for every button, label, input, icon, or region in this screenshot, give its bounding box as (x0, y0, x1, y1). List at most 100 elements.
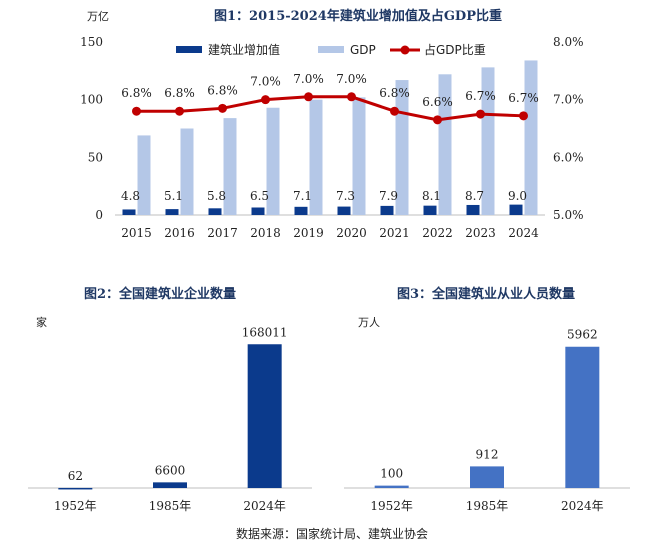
line-point (519, 111, 528, 121)
bar (565, 346, 600, 488)
bar-value-label: 6.5 (250, 189, 269, 203)
bar-value-label: 5.8 (207, 189, 226, 203)
x-tick-label: 1985年 (149, 499, 192, 513)
line-point (476, 109, 485, 119)
x-tick-label: 2015 (121, 226, 152, 240)
bar-value-label: 168011 (242, 325, 288, 339)
x-tick-label: 1985年 (466, 499, 509, 513)
line-value-label: 6.8% (207, 83, 238, 97)
line-point (433, 115, 442, 125)
x-tick-label: 2021 (379, 226, 410, 240)
chart1-title: 图1：2015-2024年建筑业增加值及占GDP比重 (214, 8, 502, 24)
bar-value-label: 5962 (567, 328, 598, 342)
line-value-label: 6.8% (379, 86, 410, 100)
bar (58, 487, 93, 490)
line-value-label: 6.8% (164, 86, 195, 100)
chart2-plot: 62 1952年 6600 1985年 168011 2024年 (28, 325, 312, 513)
x-tick-label: 2024年 (561, 499, 604, 513)
chart3-plot: 100 1952年 912 1985年 5962 2024年 (344, 328, 630, 513)
line-point (132, 106, 141, 116)
x-tick-label: 2020 (336, 226, 367, 240)
legend-label-ratio: 占GDP比重 (424, 42, 486, 57)
bar-value-label: 6600 (155, 463, 186, 477)
y-tick-label: 0 (95, 208, 103, 222)
bar (470, 466, 504, 488)
y-tick-label: 150 (80, 35, 103, 49)
bar-construction (509, 204, 523, 215)
bar-construction (294, 206, 308, 215)
x-tick-label: 2024年 (243, 499, 286, 513)
bar-gdp (266, 107, 280, 215)
x-tick-label: 2017 (207, 226, 238, 240)
bar-value-label: 9.0 (508, 189, 527, 203)
bar-value-label: 7.1 (293, 189, 312, 203)
x-tick-label: 2019 (293, 226, 324, 240)
bar (247, 344, 282, 488)
y-tick-label: 50 (88, 150, 103, 164)
bar-construction (165, 209, 179, 215)
bar (374, 485, 409, 488)
legend-label-gdp: GDP (350, 43, 376, 57)
line-point (304, 92, 313, 102)
bar-value-label: 100 (380, 467, 403, 481)
x-tick-label: 1952年 (370, 499, 413, 513)
line-value-label: 7.0% (293, 72, 324, 86)
legend-swatch-gdp (318, 46, 344, 53)
bar (153, 482, 187, 488)
chart2-y-unit: 家 (36, 315, 47, 329)
bar-gdp (524, 60, 538, 215)
bar-value-label: 62 (68, 469, 83, 483)
legend-label-construction: 建筑业增加值 (208, 42, 280, 57)
bar-gdp (180, 128, 194, 215)
x-tick-label: 2023 (465, 226, 496, 240)
line-value-label: 6.7% (508, 91, 539, 105)
bar-construction (337, 206, 351, 215)
bar-gdp (438, 74, 452, 215)
line-point (218, 103, 227, 113)
y2-tick-label: 6.0% (553, 150, 584, 164)
bar-value-label: 7.9 (379, 189, 398, 203)
bar-value-label: 7.3 (336, 189, 355, 203)
line-value-label: 7.0% (336, 72, 367, 86)
chart3-y-unit: 万人 (358, 316, 380, 329)
chart1-legend: 建筑业增加值 GDP 占GDP比重 (176, 42, 486, 57)
bar-value-label: 912 (476, 447, 499, 461)
line-value-label: 6.8% (121, 86, 152, 100)
line-point (261, 95, 270, 105)
bar-value-label: 8.7 (465, 189, 484, 203)
source-note: 数据来源：国家统计局、建筑业协会 (236, 526, 428, 541)
bar-construction (380, 205, 394, 215)
bar-construction (251, 207, 265, 215)
line-point (175, 106, 184, 116)
bar-value-label: 4.8 (121, 189, 140, 203)
line-point (390, 106, 399, 116)
bar-value-label: 5.1 (164, 189, 183, 203)
x-tick-label: 2016 (164, 226, 195, 240)
x-tick-label: 2024 (508, 226, 539, 240)
chart2-title: 图2：全国建筑业企业数量 (84, 286, 236, 302)
bar-gdp (481, 67, 495, 215)
y2-tick-label: 5.0% (553, 208, 584, 222)
x-tick-label: 2018 (250, 226, 281, 240)
legend-marker-ratio (400, 45, 410, 55)
y2-tick-label: 8.0% (553, 35, 584, 49)
bar-construction (423, 205, 437, 215)
bar-gdp (137, 135, 151, 215)
chart1-plot: 0 50 100 150 5.0% 6.0% 7.0% 8.0% 2015 4.8 2016 5.1 2… (80, 35, 583, 240)
bar-construction (466, 204, 480, 215)
line-ratio (136, 95, 524, 122)
legend-swatch-construction (176, 46, 202, 53)
x-tick-label: 2022 (422, 226, 453, 240)
bar-gdp (352, 97, 366, 215)
line-point (347, 92, 356, 102)
bar-value-label: 8.1 (422, 189, 441, 203)
bar-gdp (309, 99, 323, 215)
line-value-label: 6.6% (422, 95, 453, 109)
chart3-title: 图3：全国建筑业从业人员数量 (397, 286, 575, 302)
bar-gdp (223, 118, 237, 215)
chart1-y-unit: 万亿 (87, 10, 109, 23)
bar-construction (122, 209, 136, 215)
line-value-label: 6.7% (465, 89, 496, 103)
x-tick-label: 1952年 (54, 499, 97, 513)
